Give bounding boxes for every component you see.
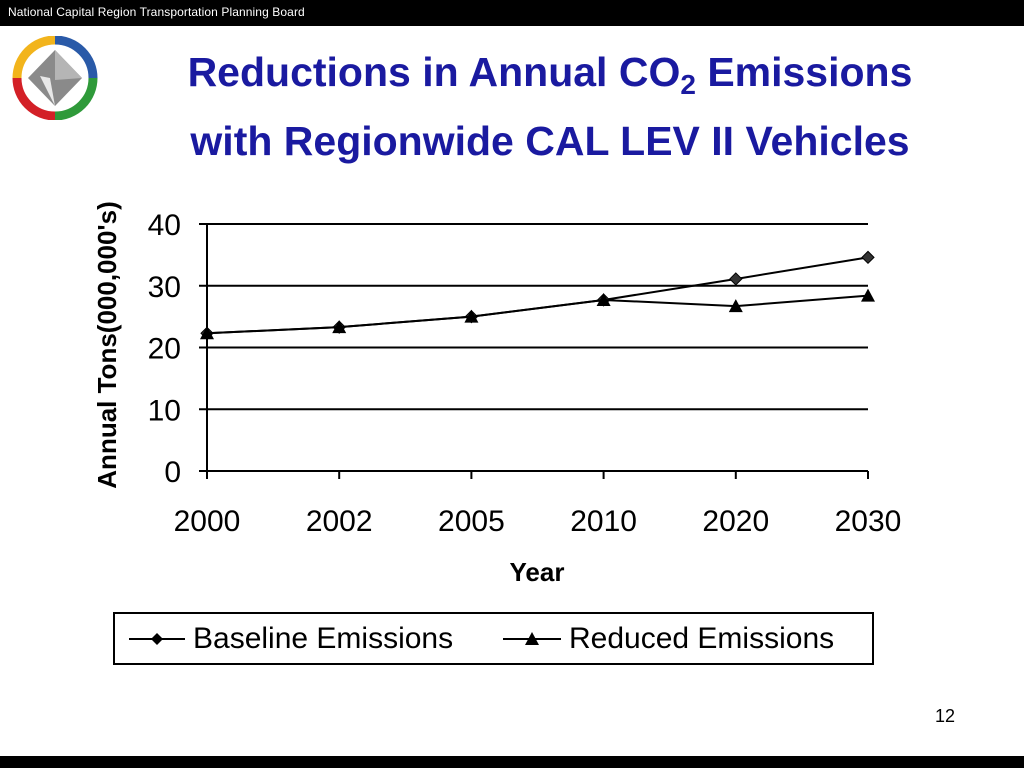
- title-line-1-prefix: Reductions in Annual CO: [187, 49, 681, 95]
- title-line-2: with Regionwide CAL LEV II Vehicles: [190, 118, 910, 164]
- footer-bar: [0, 756, 1024, 768]
- organization-name: National Capital Region Transportation P…: [8, 5, 305, 19]
- legend-label-baseline: Baseline Emissions: [193, 621, 454, 655]
- slide-title: Reductions in Annual CO2 Emissions with …: [110, 44, 990, 169]
- x-tick-label: 2030: [835, 505, 902, 538]
- triangle-marker-icon: [503, 631, 561, 645]
- title-subscript: 2: [680, 69, 696, 100]
- series-line-reduced: [206, 294, 869, 335]
- legend-item-baseline: Baseline Emissions: [127, 614, 453, 663]
- legend-item-reduced: Reduced Emissions: [501, 614, 834, 663]
- x-axis-label: Year: [510, 557, 565, 587]
- baseline-point: [729, 272, 743, 286]
- reduced-point: [861, 288, 875, 302]
- x-tick-label: 2010: [570, 505, 637, 538]
- reduced-point: [200, 326, 214, 340]
- header-bar: National Capital Region Transportation P…: [0, 0, 1024, 26]
- y-tick-label: 30: [148, 271, 181, 304]
- x-tick-label: 2000: [174, 505, 241, 538]
- title-line-1: Reductions in Annual CO2 Emissions: [110, 44, 990, 113]
- series-line-baseline: [206, 256, 869, 335]
- y-tick-label: 0: [164, 456, 181, 489]
- reduced-point: [464, 309, 479, 323]
- chart-legend: Baseline Emissions Reduced Emissions: [113, 612, 874, 665]
- reduced-point: [596, 292, 611, 306]
- reduced-point: [728, 299, 743, 313]
- title-line-1-suffix: Emissions: [695, 49, 913, 95]
- x-tick-label: 2020: [702, 505, 769, 538]
- diamond-marker-icon: [129, 632, 185, 645]
- reduced-point: [332, 320, 347, 334]
- baseline-point: [861, 250, 875, 265]
- legend-label-reduced: Reduced Emissions: [569, 621, 835, 655]
- x-tick-label: 2002: [306, 505, 373, 538]
- y-tick-label: 10: [148, 394, 181, 427]
- tpb-logo-icon: [12, 36, 98, 120]
- x-tick-label: 2005: [438, 505, 505, 538]
- y-axis-label: Annual Tons(000,000's): [92, 201, 122, 488]
- y-tick-label: 40: [148, 209, 181, 242]
- y-tick-label: 20: [148, 333, 181, 366]
- slide-number: 12: [935, 706, 956, 726]
